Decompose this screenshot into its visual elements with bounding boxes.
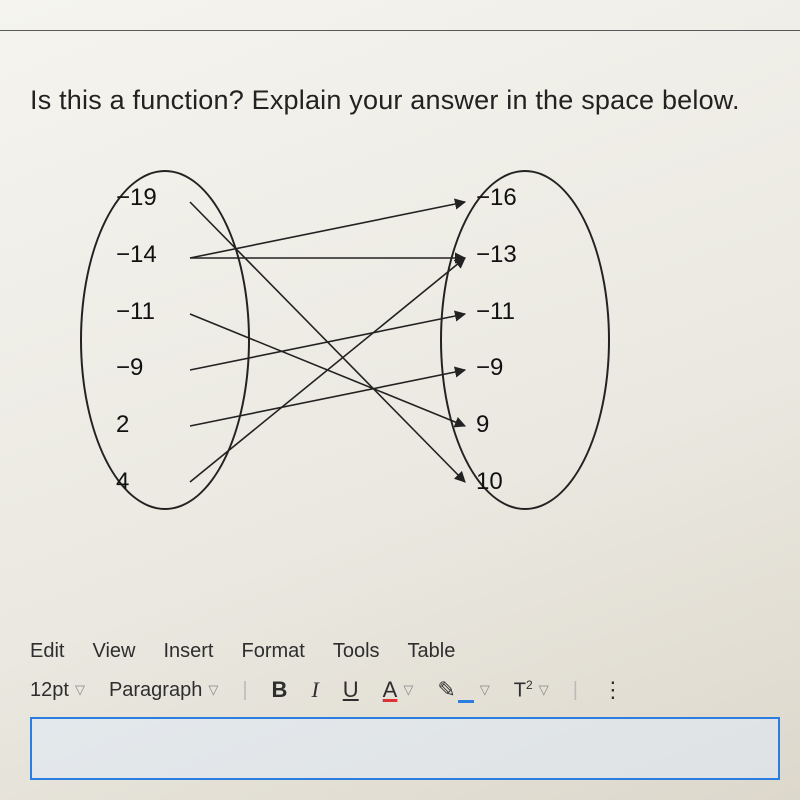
chevron-down-icon: ▽	[75, 682, 85, 698]
page-root: Is this a function? Explain your answer …	[0, 0, 800, 800]
chevron-down-icon: ▽	[539, 682, 549, 698]
editor-toolbar: 12pt ▽ Paragraph ▽ | B I U A ▽ ✎ ▽ T2 ▽	[30, 677, 780, 703]
text-color-icon: A	[383, 677, 398, 703]
block-format-dropdown[interactable]: Paragraph ▽	[109, 679, 218, 702]
mapping-arrow	[190, 314, 465, 370]
block-format-label: Paragraph	[109, 679, 202, 702]
menu-view[interactable]: View	[92, 640, 135, 663]
mapping-arrow	[190, 202, 465, 258]
chevron-down-icon: ▽	[403, 682, 413, 698]
answer-textarea[interactable]	[30, 717, 780, 780]
italic-button[interactable]: I	[311, 677, 318, 703]
menu-format[interactable]: Format	[242, 640, 305, 663]
highlight-dropdown[interactable]: ✎ ▽	[437, 677, 489, 703]
toolbar-separator: |	[242, 679, 247, 702]
mapping-arrow	[190, 370, 465, 426]
font-size-label: 12pt	[30, 679, 69, 702]
superscript-icon: T2	[514, 678, 533, 703]
mapping-diagram: −19 −14 −11 −9 2 4 −16 −13 −11 −9 9 10	[40, 160, 660, 520]
rich-text-editor: Edit View Insert Format Tools Table 12pt…	[30, 640, 780, 780]
question-text: Is this a function? Explain your answer …	[30, 85, 790, 116]
more-button[interactable]: ⋮	[602, 677, 626, 703]
text-color-dropdown[interactable]: A ▽	[383, 677, 414, 703]
highlight-icon: ✎	[437, 677, 473, 703]
chevron-down-icon: ▽	[480, 682, 490, 698]
mapping-arrow	[190, 258, 465, 482]
menu-insert[interactable]: Insert	[163, 640, 213, 663]
menu-tools[interactable]: Tools	[333, 640, 380, 663]
superscript-dropdown[interactable]: T2 ▽	[514, 678, 549, 703]
font-size-dropdown[interactable]: 12pt ▽	[30, 679, 85, 702]
underline-button[interactable]: U	[343, 677, 359, 703]
chevron-down-icon: ▽	[208, 682, 218, 698]
top-divider	[0, 30, 800, 31]
menu-edit[interactable]: Edit	[30, 640, 64, 663]
mapping-arrows	[40, 160, 660, 520]
editor-menubar: Edit View Insert Format Tools Table	[30, 640, 780, 663]
bold-button[interactable]: B	[272, 677, 288, 703]
menu-table[interactable]: Table	[408, 640, 456, 663]
toolbar-separator: |	[573, 679, 578, 702]
